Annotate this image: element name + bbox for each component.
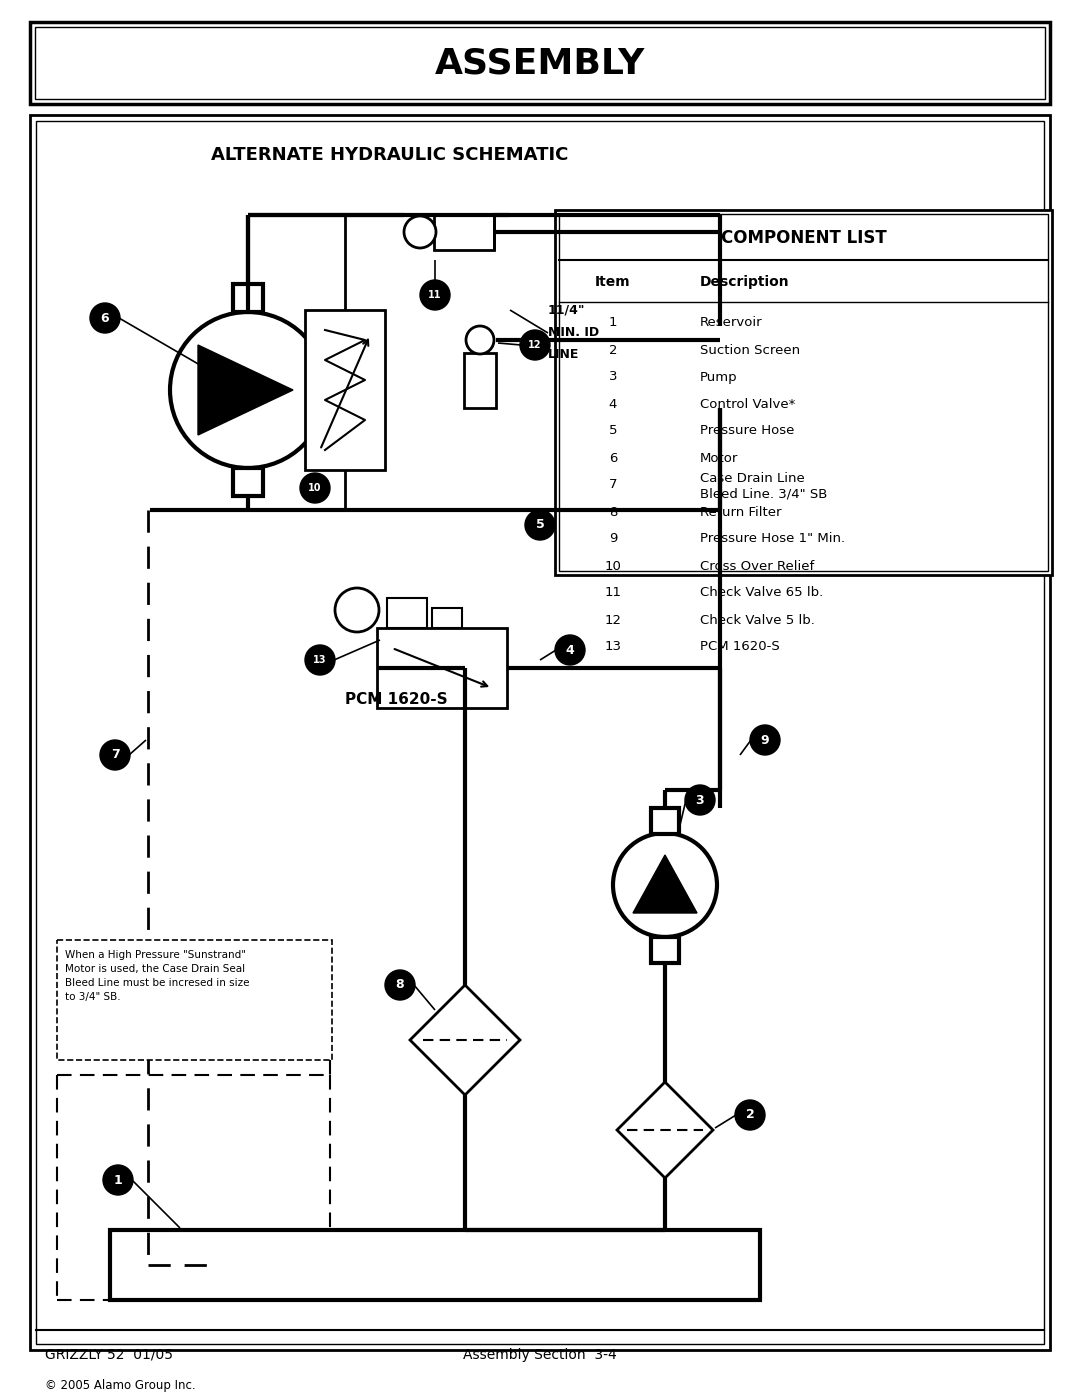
Polygon shape — [633, 855, 697, 914]
Text: 10: 10 — [308, 483, 322, 493]
Text: 2: 2 — [609, 344, 618, 356]
Text: 11/4": 11/4" — [548, 303, 585, 317]
Polygon shape — [198, 345, 293, 434]
Text: 12: 12 — [605, 613, 621, 626]
Circle shape — [465, 326, 494, 353]
Bar — [464, 353, 496, 408]
Bar — [305, 310, 384, 469]
Bar — [651, 937, 679, 963]
Text: Suction Screen: Suction Screen — [700, 344, 800, 356]
Bar — [57, 940, 332, 1060]
Text: Check Valve 5 lb.: Check Valve 5 lb. — [700, 613, 815, 626]
Text: PCM 1620-S: PCM 1620-S — [700, 640, 780, 654]
Circle shape — [555, 636, 585, 665]
Text: COMPONENT LIST: COMPONENT LIST — [720, 229, 887, 247]
Text: 11: 11 — [429, 291, 442, 300]
Text: 13: 13 — [313, 655, 327, 665]
Text: Assembly Section  3-4: Assembly Section 3-4 — [463, 1348, 617, 1362]
Text: When a High Pressure "Sunstrand"
Motor is used, the Case Drain Seal
Bleed Line m: When a High Pressure "Sunstrand" Motor i… — [65, 950, 249, 1002]
Bar — [233, 468, 264, 496]
Text: 10: 10 — [605, 560, 621, 573]
Circle shape — [300, 474, 330, 503]
Text: MIN. ID: MIN. ID — [548, 327, 599, 339]
Text: Description: Description — [700, 275, 789, 289]
Text: 12: 12 — [528, 339, 542, 351]
Text: 7: 7 — [609, 479, 618, 492]
Circle shape — [420, 279, 450, 310]
Text: 13: 13 — [605, 640, 621, 654]
Circle shape — [170, 312, 326, 468]
Text: 1: 1 — [113, 1173, 122, 1186]
Text: Case Drain Line: Case Drain Line — [700, 472, 805, 485]
Text: 9: 9 — [760, 733, 769, 746]
Text: PCM 1620-S: PCM 1620-S — [345, 693, 447, 707]
Circle shape — [384, 970, 415, 1000]
Text: ALTERNATE HYDRAULIC SCHEMATIC: ALTERNATE HYDRAULIC SCHEMATIC — [212, 147, 569, 163]
Text: 2: 2 — [745, 1108, 754, 1122]
Bar — [30, 115, 1050, 1350]
Bar — [35, 27, 1045, 99]
Text: 7: 7 — [110, 749, 120, 761]
Bar — [30, 22, 1050, 103]
Text: GRIZZLY 52  01/05: GRIZZLY 52 01/05 — [45, 1348, 173, 1362]
Circle shape — [90, 303, 120, 332]
Text: 8: 8 — [395, 978, 404, 992]
Bar — [387, 598, 427, 629]
Polygon shape — [617, 1083, 713, 1178]
Polygon shape — [410, 985, 519, 1095]
Text: 4: 4 — [609, 398, 617, 411]
Circle shape — [103, 1165, 133, 1194]
Text: Cross Over Relief: Cross Over Relief — [700, 560, 814, 573]
Circle shape — [100, 740, 130, 770]
Circle shape — [613, 833, 717, 937]
Bar — [233, 284, 264, 312]
Text: Pressure Hose: Pressure Hose — [700, 425, 795, 437]
Text: LINE: LINE — [548, 348, 579, 362]
Text: 11: 11 — [605, 587, 621, 599]
Text: 6: 6 — [100, 312, 109, 324]
Text: Pump: Pump — [700, 370, 738, 384]
Text: Item: Item — [595, 275, 631, 289]
Text: 3: 3 — [609, 370, 618, 384]
Text: 5: 5 — [536, 518, 544, 531]
Text: 5: 5 — [609, 425, 618, 437]
Text: 8: 8 — [609, 506, 617, 518]
Circle shape — [519, 330, 550, 360]
Text: Check Valve 65 lb.: Check Valve 65 lb. — [700, 587, 823, 599]
Bar — [555, 210, 1052, 576]
Text: 1: 1 — [609, 317, 618, 330]
Circle shape — [735, 1099, 765, 1130]
Circle shape — [525, 510, 555, 541]
Text: © 2005 Alamo Group Inc.: © 2005 Alamo Group Inc. — [45, 1379, 195, 1391]
Text: Motor: Motor — [700, 451, 739, 464]
Bar — [36, 122, 1044, 1344]
Text: Bleed Line. 3/4" SB: Bleed Line. 3/4" SB — [700, 488, 827, 500]
Text: 3: 3 — [696, 793, 704, 806]
Bar — [432, 608, 462, 629]
Text: 9: 9 — [609, 532, 617, 545]
Bar — [110, 1229, 760, 1301]
Text: 4: 4 — [566, 644, 575, 657]
Text: Control Valve*: Control Valve* — [700, 398, 795, 411]
Circle shape — [685, 785, 715, 814]
Text: ASSEMBLY: ASSEMBLY — [435, 46, 645, 80]
Circle shape — [305, 645, 335, 675]
Bar — [434, 214, 494, 250]
Text: Pressure Hose 1" Min.: Pressure Hose 1" Min. — [700, 532, 846, 545]
Text: 6: 6 — [609, 451, 617, 464]
Text: Reservoir: Reservoir — [700, 317, 762, 330]
Bar — [651, 807, 679, 834]
Bar — [559, 214, 1048, 571]
Bar — [377, 629, 507, 708]
Text: Return Filter: Return Filter — [700, 506, 782, 518]
Circle shape — [404, 217, 436, 249]
Circle shape — [750, 725, 780, 754]
Circle shape — [335, 588, 379, 631]
